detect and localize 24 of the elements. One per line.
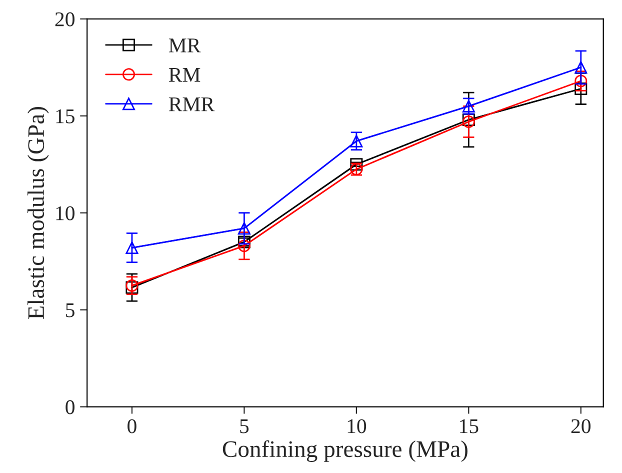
legend-label: RM <box>168 68 200 82</box>
point <box>126 242 138 254</box>
x-tick-label: 15 <box>460 419 478 434</box>
point <box>574 82 588 95</box>
point <box>238 222 250 235</box>
x-tick-label: 5 <box>240 419 249 434</box>
y-axis-title: Elastic modulus (GPa) <box>27 107 49 320</box>
point <box>574 74 588 88</box>
x-tick-label: 0 <box>128 419 136 434</box>
point <box>350 158 363 171</box>
point <box>350 134 363 148</box>
y-tick-label: 0 <box>66 400 74 414</box>
x-tick-label: 20 <box>571 419 591 434</box>
point <box>462 100 475 112</box>
y-tick-label: 10 <box>56 206 74 220</box>
point <box>238 240 250 252</box>
y-tick-label: 5 <box>66 303 74 318</box>
y-tick-label: 15 <box>56 109 74 124</box>
x-axis-title: Confining pressure (MPa) <box>222 440 468 462</box>
legend-label: MR <box>168 38 201 52</box>
y-tick-label: 20 <box>55 12 74 26</box>
x-tick-label: 10 <box>348 419 366 434</box>
point <box>574 61 588 74</box>
legend-label: RMR <box>168 97 215 112</box>
